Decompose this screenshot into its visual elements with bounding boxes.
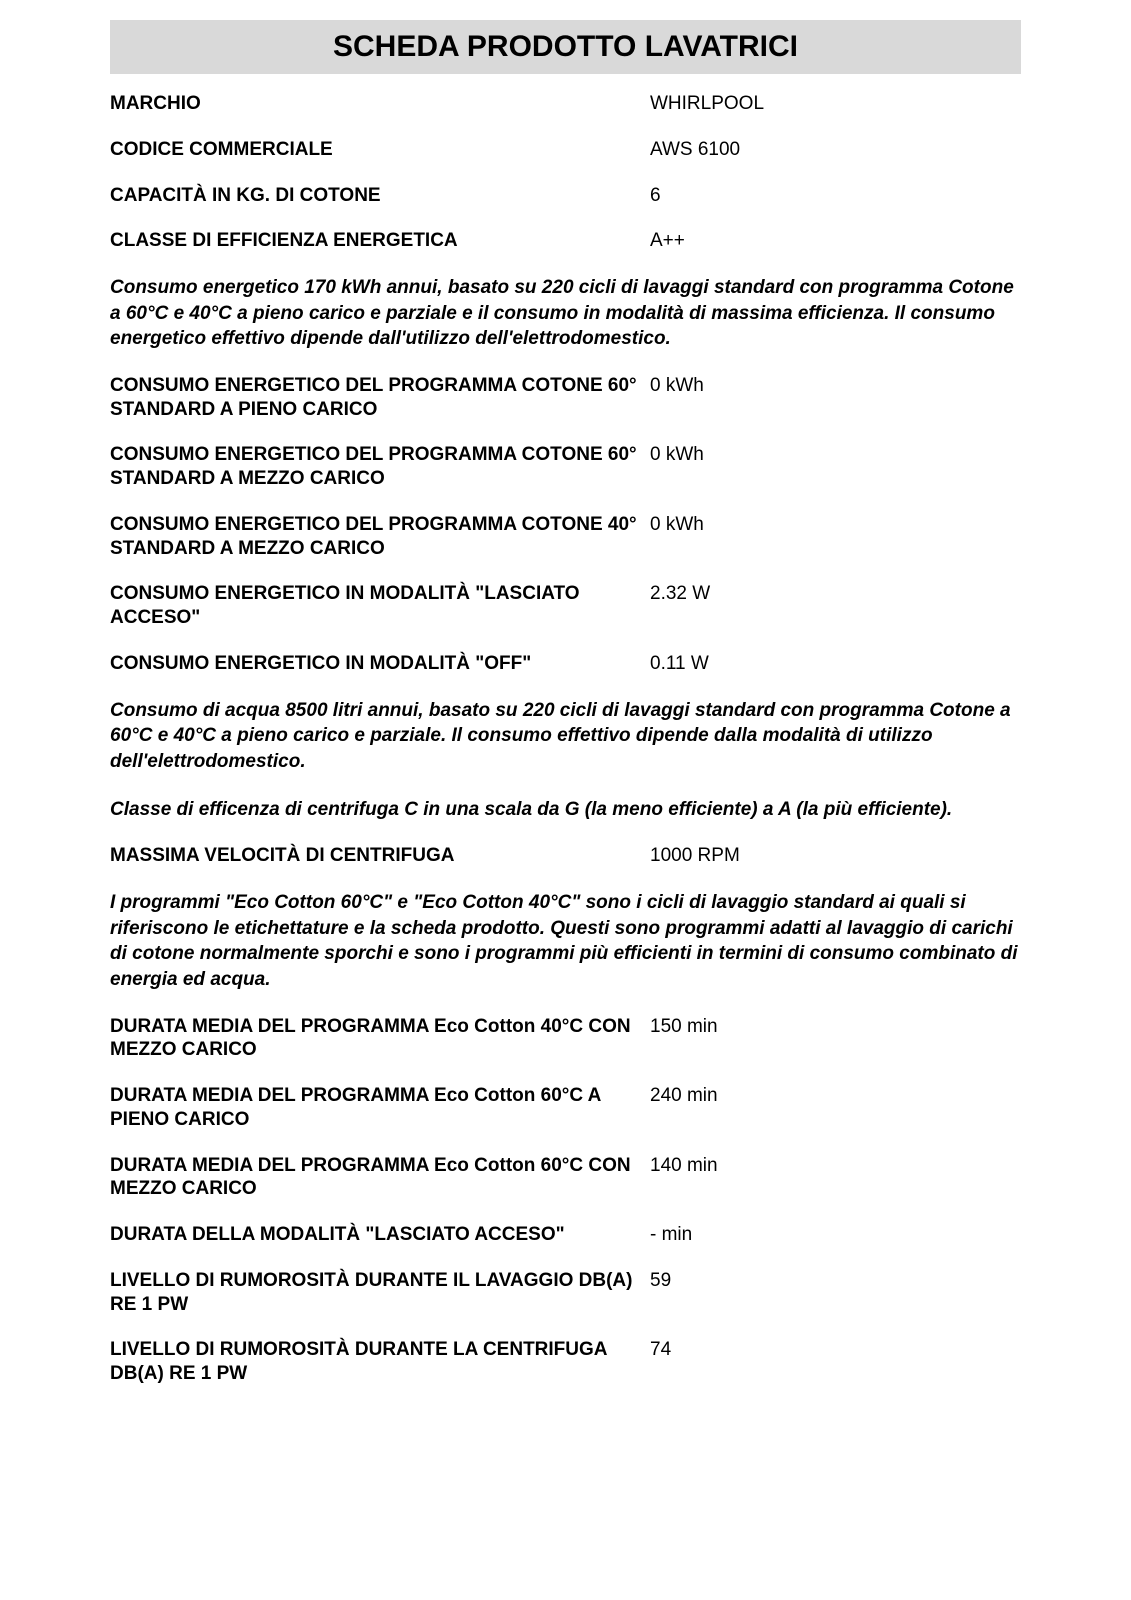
spec-row: LIVELLO DI RUMOROSITÀ DURANTE IL LAVAGGI… bbox=[110, 1269, 1021, 1317]
spec-row: MARCHIO WHIRLPOOL bbox=[110, 92, 1021, 116]
note-spin-class: Classe di efficenza di centrifuga C in u… bbox=[110, 797, 1021, 823]
spec-row: CONSUMO ENERGETICO DEL PROGRAMMA COTONE … bbox=[110, 513, 1021, 561]
spec-row: CONSUMO ENERGETICO IN MODALITÀ "LASCIATO… bbox=[110, 582, 1021, 630]
spec-label: CODICE COMMERCIALE bbox=[110, 138, 650, 162]
spec-label: LIVELLO DI RUMOROSITÀ DURANTE IL LAVAGGI… bbox=[110, 1269, 650, 1317]
spec-value: 0 kWh bbox=[650, 443, 704, 491]
spec-value: 74 bbox=[650, 1338, 671, 1386]
spec-label: DURATA MEDIA DEL PROGRAMMA Eco Cotton 60… bbox=[110, 1084, 650, 1132]
spec-value: - min bbox=[650, 1223, 692, 1247]
spec-row: DURATA MEDIA DEL PROGRAMMA Eco Cotton 60… bbox=[110, 1084, 1021, 1132]
spec-row: LIVELLO DI RUMOROSITÀ DURANTE LA CENTRIF… bbox=[110, 1338, 1021, 1386]
spec-label: CONSUMO ENERGETICO DEL PROGRAMMA COTONE … bbox=[110, 443, 650, 491]
spec-row: CONSUMO ENERGETICO DEL PROGRAMMA COTONE … bbox=[110, 374, 1021, 422]
spec-row: CONSUMO ENERGETICO IN MODALITÀ "OFF" 0.1… bbox=[110, 652, 1021, 676]
spec-label: CAPACITÀ IN KG. DI COTONE bbox=[110, 184, 650, 208]
spec-value: A++ bbox=[650, 229, 685, 253]
spec-label: CONSUMO ENERGETICO IN MODALITÀ "LASCIATO… bbox=[110, 582, 650, 630]
spec-label: MARCHIO bbox=[110, 92, 650, 116]
page-title: SCHEDA PRODOTTO LAVATRICI bbox=[110, 20, 1021, 74]
spec-value: 6 bbox=[650, 184, 661, 208]
spec-label: DURATA MEDIA DEL PROGRAMMA Eco Cotton 40… bbox=[110, 1015, 650, 1063]
spec-label: MASSIMA VELOCITÀ DI CENTRIFUGA bbox=[110, 844, 650, 868]
note-energy-consumption: Consumo energetico 170 kWh annui, basato… bbox=[110, 275, 1021, 352]
spec-value: 2.32 W bbox=[650, 582, 710, 630]
spec-row: DURATA MEDIA DEL PROGRAMMA Eco Cotton 40… bbox=[110, 1015, 1021, 1063]
spec-label: DURATA MEDIA DEL PROGRAMMA Eco Cotton 60… bbox=[110, 1154, 650, 1202]
spec-label: CONSUMO ENERGETICO IN MODALITÀ "OFF" bbox=[110, 652, 650, 676]
spec-label: DURATA DELLA MODALITÀ "LASCIATO ACCESO" bbox=[110, 1223, 650, 1247]
spec-row: CODICE COMMERCIALE AWS 6100 bbox=[110, 138, 1021, 162]
spec-value: 140 min bbox=[650, 1154, 718, 1202]
spec-label: CLASSE DI EFFICIENZA ENERGETICA bbox=[110, 229, 650, 253]
spec-row: CAPACITÀ IN KG. DI COTONE 6 bbox=[110, 184, 1021, 208]
spec-row: MASSIMA VELOCITÀ DI CENTRIFUGA 1000 RPM bbox=[110, 844, 1021, 868]
spec-value: AWS 6100 bbox=[650, 138, 740, 162]
spec-row: DURATA DELLA MODALITÀ "LASCIATO ACCESO" … bbox=[110, 1223, 1021, 1247]
spec-label: CONSUMO ENERGETICO DEL PROGRAMMA COTONE … bbox=[110, 513, 650, 561]
spec-value: 59 bbox=[650, 1269, 671, 1317]
spec-value: 0 kWh bbox=[650, 513, 704, 561]
spec-value: WHIRLPOOL bbox=[650, 92, 764, 116]
spec-value: 0.11 W bbox=[650, 652, 709, 676]
note-water-consumption: Consumo di acqua 8500 litri annui, basat… bbox=[110, 698, 1021, 775]
spec-value: 240 min bbox=[650, 1084, 718, 1132]
spec-row: CLASSE DI EFFICIENZA ENERGETICA A++ bbox=[110, 229, 1021, 253]
note-eco-programs: I programmi "Eco Cotton 60°C" e "Eco Cot… bbox=[110, 890, 1021, 993]
spec-label: LIVELLO DI RUMOROSITÀ DURANTE LA CENTRIF… bbox=[110, 1338, 650, 1386]
spec-label: CONSUMO ENERGETICO DEL PROGRAMMA COTONE … bbox=[110, 374, 650, 422]
spec-row: CONSUMO ENERGETICO DEL PROGRAMMA COTONE … bbox=[110, 443, 1021, 491]
spec-value: 150 min bbox=[650, 1015, 718, 1063]
spec-value: 1000 RPM bbox=[650, 844, 740, 868]
spec-row: DURATA MEDIA DEL PROGRAMMA Eco Cotton 60… bbox=[110, 1154, 1021, 1202]
spec-value: 0 kWh bbox=[650, 374, 704, 422]
